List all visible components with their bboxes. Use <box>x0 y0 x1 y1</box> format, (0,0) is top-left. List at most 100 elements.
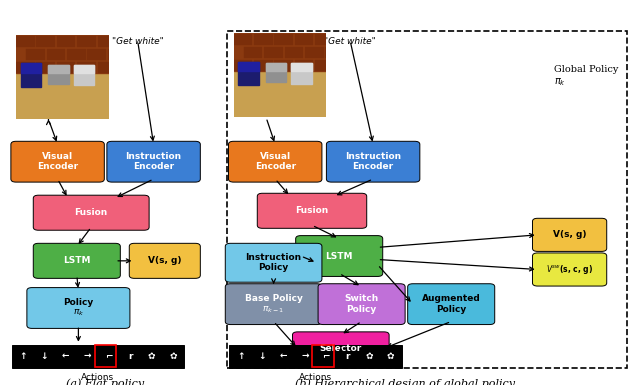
Bar <box>98 36 116 47</box>
Text: ↑: ↑ <box>19 352 27 361</box>
Text: Policy
$\pi_k$: Policy $\pi_k$ <box>63 298 93 318</box>
FancyBboxPatch shape <box>107 141 200 182</box>
Text: ↓: ↓ <box>41 352 48 361</box>
Text: (a) Flat policy.: (a) Flat policy. <box>65 378 146 385</box>
Text: "Get white": "Get white" <box>112 37 163 45</box>
Text: LSTM: LSTM <box>326 251 353 261</box>
Bar <box>49 65 69 73</box>
FancyBboxPatch shape <box>225 243 322 282</box>
Text: ✿: ✿ <box>365 352 372 361</box>
Text: Switch
Policy: Switch Policy <box>344 295 379 314</box>
FancyBboxPatch shape <box>532 218 607 251</box>
Text: Instruction
Policy: Instruction Policy <box>246 253 301 273</box>
Text: ✿: ✿ <box>169 352 177 361</box>
FancyBboxPatch shape <box>228 141 322 182</box>
Bar <box>16 62 35 73</box>
Bar <box>229 345 402 368</box>
Bar <box>291 63 312 71</box>
Text: Augmented
Policy: Augmented Policy <box>422 295 481 314</box>
Bar <box>16 36 35 47</box>
Bar <box>77 62 96 73</box>
Text: r: r <box>346 352 350 361</box>
FancyBboxPatch shape <box>33 243 120 278</box>
Bar <box>234 33 326 71</box>
Bar <box>254 34 273 45</box>
Bar <box>244 47 262 58</box>
FancyBboxPatch shape <box>326 141 420 182</box>
Bar <box>266 63 287 82</box>
Text: (b) Hierarchical design of global policy.: (b) Hierarchical design of global policy… <box>296 378 517 385</box>
Bar <box>295 34 314 45</box>
Bar <box>67 49 86 60</box>
Text: ⌐: ⌐ <box>105 352 113 361</box>
Text: ✿: ✿ <box>148 352 155 361</box>
Bar <box>49 65 69 84</box>
Bar <box>12 345 184 368</box>
Text: ↑: ↑ <box>237 352 244 361</box>
Bar <box>20 64 41 87</box>
Text: ✿: ✿ <box>387 352 394 361</box>
Text: $V^{sw}$(s, c, g): $V^{sw}$(s, c, g) <box>546 263 593 276</box>
Text: Fusion: Fusion <box>75 208 108 217</box>
Bar <box>316 34 334 45</box>
Bar <box>57 62 76 73</box>
FancyBboxPatch shape <box>408 284 495 325</box>
Text: LSTM: LSTM <box>63 256 90 265</box>
FancyBboxPatch shape <box>318 284 405 325</box>
Bar <box>266 63 287 71</box>
Bar <box>36 36 55 47</box>
FancyBboxPatch shape <box>292 332 389 365</box>
Bar <box>285 47 303 58</box>
Bar <box>275 34 293 45</box>
Bar <box>238 62 259 71</box>
Bar <box>234 34 252 45</box>
Text: V(s, g): V(s, g) <box>553 230 586 239</box>
Bar <box>238 62 259 85</box>
Text: V(s, g): V(s, g) <box>148 256 182 265</box>
FancyBboxPatch shape <box>532 253 607 286</box>
Text: ⌐: ⌐ <box>323 352 330 361</box>
FancyBboxPatch shape <box>27 288 130 328</box>
Bar <box>234 71 326 117</box>
Text: Visual
Encoder: Visual Encoder <box>37 152 78 171</box>
FancyBboxPatch shape <box>33 195 149 230</box>
Text: "Get white": "Get white" <box>324 37 376 45</box>
Text: →: → <box>83 352 91 361</box>
Bar <box>74 65 94 85</box>
Bar <box>291 63 312 84</box>
Text: Instruction
Encoder: Instruction Encoder <box>345 152 401 171</box>
Text: Actions: Actions <box>81 373 115 382</box>
Bar <box>26 49 45 60</box>
Bar <box>16 73 109 119</box>
Bar <box>312 345 334 367</box>
Bar <box>16 35 109 73</box>
FancyBboxPatch shape <box>11 141 104 182</box>
Text: →: → <box>301 352 308 361</box>
Text: ←: ← <box>62 352 70 361</box>
Text: Actions: Actions <box>299 373 332 382</box>
Bar <box>108 49 127 60</box>
Bar <box>326 47 344 58</box>
Bar <box>77 36 96 47</box>
Bar <box>295 60 314 71</box>
Text: Visual
Encoder: Visual Encoder <box>255 152 296 171</box>
Text: Instruction
Encoder: Instruction Encoder <box>125 152 182 171</box>
Bar <box>98 62 116 73</box>
Text: Selector: Selector <box>319 344 362 353</box>
Text: r: r <box>128 352 132 361</box>
Bar <box>47 49 65 60</box>
Bar <box>20 64 41 73</box>
FancyBboxPatch shape <box>129 243 200 278</box>
Text: Base Policy
$\pi_{k-1}$: Base Policy $\pi_{k-1}$ <box>244 294 303 315</box>
Bar <box>57 36 76 47</box>
Bar <box>234 60 252 71</box>
Bar <box>227 31 627 368</box>
Bar <box>305 47 324 58</box>
Bar <box>36 62 55 73</box>
FancyBboxPatch shape <box>257 193 367 228</box>
Bar <box>74 65 94 73</box>
Bar <box>254 60 273 71</box>
Text: ←: ← <box>280 352 287 361</box>
Text: Global Policy
$\pi_k$: Global Policy $\pi_k$ <box>554 65 618 88</box>
Bar <box>264 47 283 58</box>
